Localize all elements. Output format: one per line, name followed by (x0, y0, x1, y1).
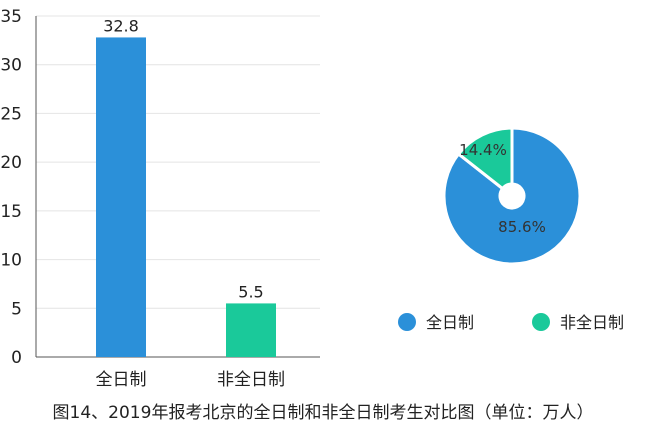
bar-value-label: 5.5 (238, 282, 263, 301)
donut-slices (442, 126, 582, 266)
donut-legend: 全日制 非全日制 (398, 313, 624, 332)
bar-value-labels: 32.8 5.5 (103, 16, 264, 301)
donut-value-label: 14.4% (459, 141, 507, 159)
bar-chart: 0 5 10 15 20 25 30 35 32.8 5.5 全日制 非全日制 (0, 7, 320, 390)
bar (226, 303, 276, 357)
donut-value-label: 85.6% (498, 218, 546, 236)
y-tick-label: 30 (0, 56, 22, 76)
legend-label: 全日制 (426, 313, 474, 332)
donut-slice (442, 126, 582, 266)
y-tick-label: 10 (0, 251, 22, 271)
donut-slice (456, 126, 514, 191)
legend-label: 非全日制 (560, 313, 624, 332)
y-tick-label: 5 (11, 299, 22, 319)
y-tick-label: 35 (0, 7, 22, 27)
legend-marker (532, 313, 550, 331)
figure-caption: 图14、2019年报考北京的全日制和非全日制考生对比图（单位：万人） (52, 403, 594, 423)
legend-marker (398, 313, 416, 331)
donut-value-labels: 85.6% 14.4% (459, 141, 546, 236)
donut-chart: 85.6% 14.4% (442, 126, 582, 266)
y-tick-label: 0 (11, 348, 22, 368)
bar-y-axis-ticks: 0 5 10 15 20 25 30 35 (0, 7, 22, 368)
y-tick-label: 20 (0, 153, 22, 173)
bar-gridlines (36, 15, 320, 358)
y-tick-label: 25 (0, 104, 22, 124)
y-tick-label: 15 (0, 202, 22, 222)
bar-series (96, 37, 276, 357)
bar (96, 37, 146, 357)
x-tick-label: 非全日制 (217, 370, 285, 390)
bar-x-axis-ticks: 全日制 非全日制 (96, 370, 286, 390)
bar-value-label: 32.8 (103, 16, 139, 35)
x-tick-label: 全日制 (96, 370, 147, 390)
